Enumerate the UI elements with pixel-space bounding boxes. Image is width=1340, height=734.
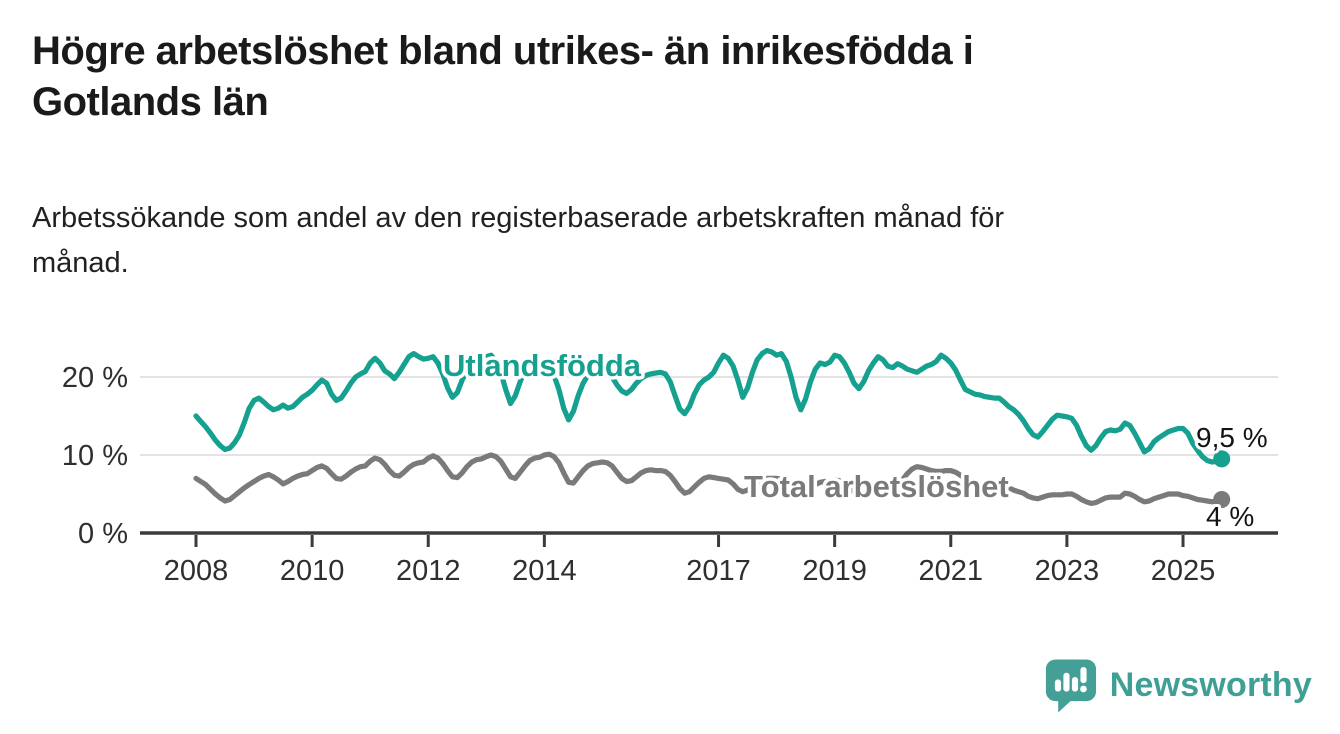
- x-axis-label: 2025: [1151, 555, 1216, 587]
- page-subtitle: Arbetssökande som andel av den registerb…: [32, 202, 1005, 279]
- end-dot-total-arbetsloshet: [1213, 490, 1231, 508]
- end-dot-utlandsfodda: [1213, 450, 1231, 468]
- x-axis-label: 2021: [919, 555, 984, 587]
- x-axis-label: 2010: [280, 555, 345, 587]
- series-label-utlandsfodda: Utlandsfödda: [443, 348, 642, 383]
- y-axis-label: 10 %: [62, 440, 128, 472]
- y-axis-label: 20 %: [62, 362, 128, 394]
- line-total-arbetsloshet: [193, 451, 1225, 506]
- x-axis-label: 2012: [396, 555, 461, 587]
- page-title: Högre arbetslöshet bland utrikes- än inr…: [32, 29, 974, 125]
- end-value-label-total-arbetsloshet: 4 %: [1206, 501, 1254, 532]
- x-axis-label: 2008: [164, 555, 229, 587]
- line-utlandsfodda: [193, 347, 1225, 465]
- end-value-label-utlandsfodda: 9,5 %: [1196, 422, 1268, 453]
- x-axis-label: 2019: [802, 555, 867, 587]
- x-axis-label: 2023: [1035, 555, 1100, 587]
- brand-footer: Newsworthy: [1044, 656, 1312, 714]
- x-axis-label: 2014: [512, 555, 577, 587]
- y-axis-label: 0 %: [78, 518, 128, 550]
- brand-name: Newsworthy: [1109, 665, 1312, 704]
- newsworthy-logo-icon: [1045, 659, 1096, 713]
- series-label-total-arbetsloshet: Total arbetslöshet: [744, 469, 1009, 504]
- unemployment-line-chart: 0 % 10 % 20 % 2008 2010 2012 2014 2017 2019 2021 2…: [62, 345, 1278, 587]
- x-axis-label: 2017: [686, 555, 751, 587]
